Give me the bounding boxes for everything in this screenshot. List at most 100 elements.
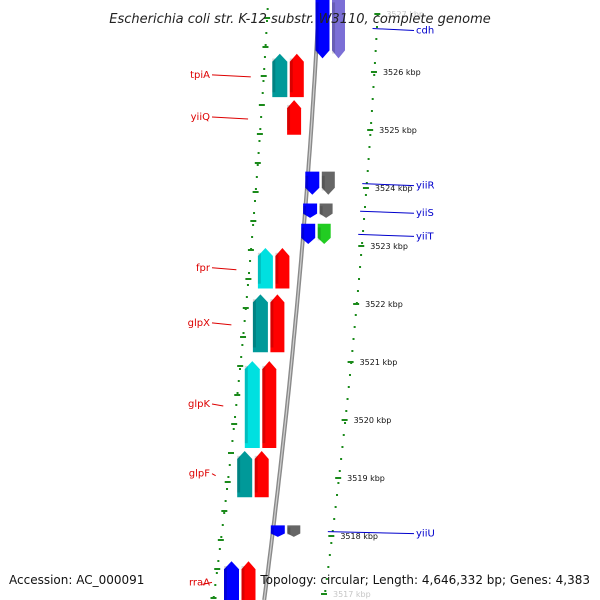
ruler-dot (214, 584, 217, 586)
ruler-dot (359, 266, 362, 268)
gene-label-glpX: glpX (188, 318, 210, 329)
cds-cdh (332, 0, 345, 59)
ruler-dot (376, 26, 378, 28)
gene-tpiA-shade (289, 58, 293, 93)
gene-yiiT (301, 223, 316, 244)
gene-yiiT-shade (301, 227, 305, 241)
gene-glpF (254, 451, 269, 498)
cds-yiiS (319, 203, 333, 218)
label-leader-fpr (211, 267, 237, 271)
ruler-ticks: 3527 kbp 3526 kbp 3525 kbp 3524 kbp 3523 kbp… (210, 10, 424, 599)
tick-label: 3517 kbp (333, 590, 371, 599)
ruler-dot (365, 182, 368, 184)
label-leader-glpK (211, 403, 224, 407)
label-leader-yiiT (358, 233, 415, 237)
label-leader-rraA (202, 581, 213, 585)
ruler-dot (353, 326, 356, 328)
tick-label: 3525 kbp (379, 126, 417, 135)
ruler-dot (363, 218, 366, 220)
ruler-dot (324, 590, 327, 592)
gene-label-yiiR: yiiR (416, 181, 434, 192)
cds-glpF (237, 451, 253, 498)
ruler-dot (375, 38, 378, 40)
ruler-dot (346, 398, 349, 400)
ruler-dot (243, 320, 246, 322)
gene-yiiS-shade (303, 206, 307, 216)
gene-label-fpr: fpr (196, 263, 211, 274)
gene-glpK (262, 361, 277, 448)
ruler-dot (325, 578, 328, 580)
gene-label-rraA: rraA (189, 577, 210, 588)
label-leader-yiiQ (211, 116, 249, 120)
ruler-dot (245, 296, 248, 298)
cds-yiiU (287, 525, 301, 537)
gene-yiiU (270, 525, 285, 537)
ruler-dot (256, 164, 259, 166)
accession-text: Accession: AC_000091 (9, 573, 145, 587)
gene-yiiS (303, 203, 318, 218)
ruler-dot (366, 170, 369, 172)
tick-label: 3520 kbp (354, 416, 392, 425)
cds-tpiA-shade (272, 58, 276, 93)
ruler-dot (341, 446, 344, 448)
ruler-dot (255, 176, 258, 178)
cds-yiiU-shade (287, 527, 291, 535)
ruler-dot (263, 68, 266, 70)
gene-yiiR (305, 171, 320, 195)
ruler-dot (238, 368, 241, 370)
ruler-dot (337, 482, 340, 484)
gene-label-yiiU: yiiU (416, 529, 435, 540)
cds-glpK (244, 361, 260, 448)
gene-track (224, 0, 345, 600)
gene-rraA-shade (241, 566, 245, 600)
ruler-dot (252, 224, 255, 226)
gene-fpr (275, 248, 290, 289)
tick-label: 3521 kbp (360, 358, 398, 367)
gene-cdh (315, 0, 330, 59)
ruler-dot (258, 140, 261, 142)
cds-glpX (252, 294, 268, 353)
ruler-dot (374, 50, 377, 52)
ruler-dot (215, 572, 218, 574)
ruler-dot (264, 44, 267, 46)
label-leader-yiiS (360, 210, 415, 214)
ruler-dot (369, 134, 372, 136)
ruler-dot (227, 476, 230, 478)
gene-labels: cdh tpiA yiiQ yiiR yiiS yiiT fpr glpX glpK glpF yi… (188, 26, 435, 589)
ruler-dot (340, 458, 343, 460)
ruler-dot (363, 206, 366, 208)
label-leader-tpiA (211, 74, 251, 78)
ruler-dot (226, 488, 229, 490)
ruler-dot (221, 524, 224, 526)
cds-glpX-shade (252, 299, 256, 348)
ruler-dot (237, 380, 240, 382)
gene-glpK-shade (262, 365, 266, 444)
ruler-dot (248, 272, 251, 274)
tick-label: 3519 kbp (347, 474, 385, 483)
gene-glpF-shade (254, 455, 258, 493)
cds-yiiR (321, 171, 335, 195)
ruler-dot (367, 158, 370, 160)
ruler-dot (246, 284, 249, 286)
ruler-dot (356, 290, 359, 292)
backbone (262, 0, 322, 600)
ruler-dot (265, 32, 268, 34)
ruler-dot (253, 200, 256, 202)
gene-label-glpF: glpF (189, 469, 210, 480)
label-leader-yiiU (327, 531, 415, 535)
gene-fpr-shade (275, 252, 279, 284)
ruler-dot (331, 530, 334, 532)
ruler-dot (261, 92, 264, 94)
ruler-dot (249, 260, 252, 262)
gene-label-tpiA: tpiA (190, 70, 210, 81)
label-leader-cdh (372, 28, 415, 31)
gene-cdh-shade (315, 2, 319, 54)
tick-label: 3523 kbp (370, 242, 408, 251)
ruler-dot (345, 410, 348, 412)
ruler-dot (334, 506, 337, 508)
ruler-dot (259, 128, 262, 130)
ruler-dot (235, 404, 238, 406)
label-leader-glpX (211, 322, 232, 326)
ruler-dot (347, 386, 350, 388)
